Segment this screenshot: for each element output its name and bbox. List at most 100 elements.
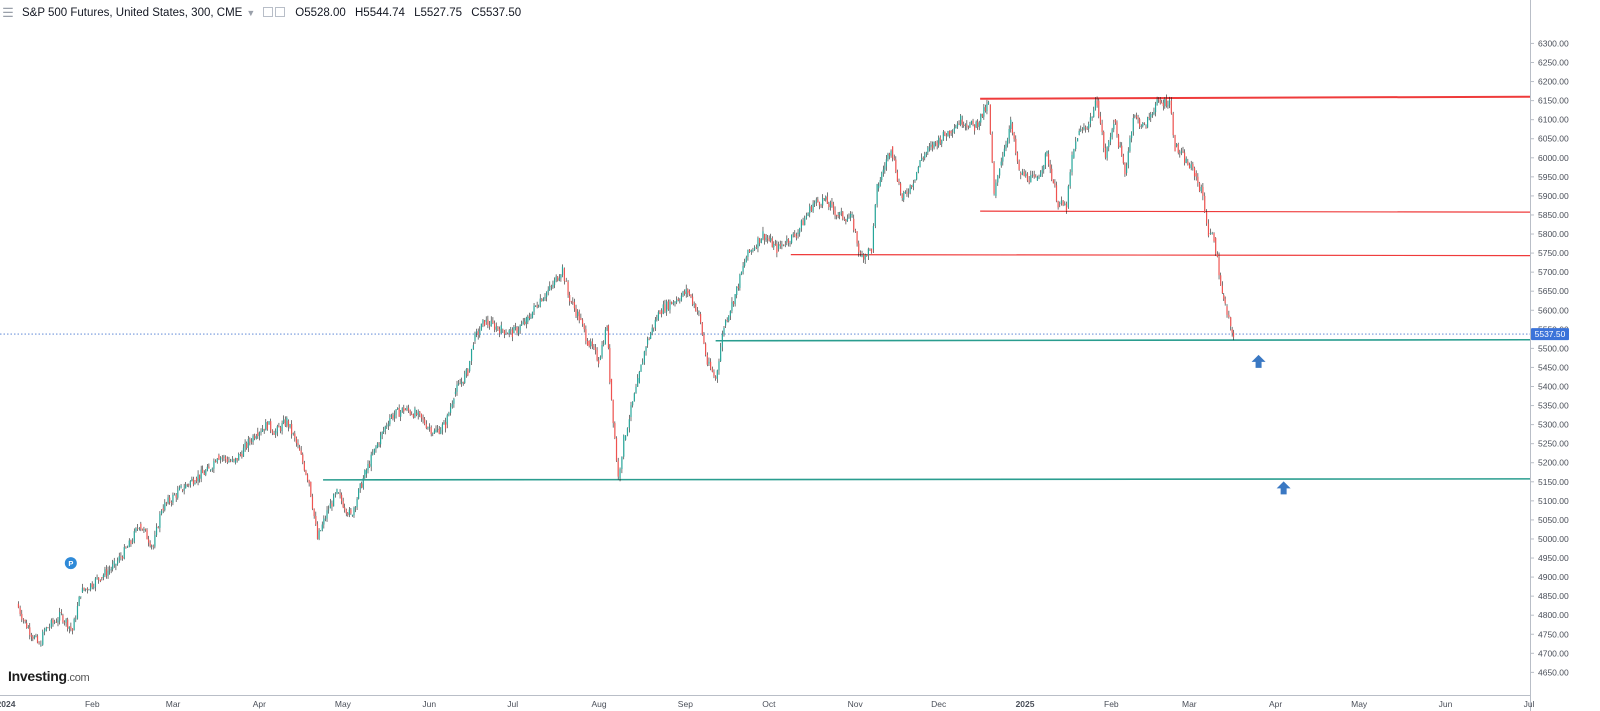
candle-body — [71, 628, 74, 631]
candle-body — [1192, 163, 1194, 168]
candle-body — [606, 327, 608, 330]
support-line[interactable] — [715, 338, 1531, 342]
candle-body — [728, 315, 730, 321]
candle-body — [126, 547, 129, 548]
x-tick-label: Jun — [422, 699, 436, 709]
candle-body — [1151, 114, 1153, 115]
candle-body — [36, 635, 39, 643]
candle-body — [50, 619, 52, 627]
candle-body — [197, 474, 199, 482]
candle-body — [1131, 131, 1133, 139]
candle-body — [578, 311, 580, 321]
candle-body — [1093, 109, 1095, 118]
candle-body — [1035, 176, 1037, 178]
candle-body — [118, 556, 120, 561]
symbol-title[interactable]: S&P 500 Futures, United States, 300, CME — [22, 7, 243, 19]
candle-body — [398, 408, 400, 417]
candle-body — [826, 196, 828, 204]
candle-body — [102, 575, 105, 578]
candle-body — [607, 325, 610, 349]
candle-body — [223, 456, 225, 458]
candle-body — [93, 587, 95, 588]
candle-body — [1179, 152, 1181, 154]
candle-body — [593, 346, 595, 348]
candle-body — [809, 206, 811, 214]
candle-body — [1065, 203, 1068, 211]
candle-body — [800, 220, 802, 229]
candle-body — [739, 274, 741, 288]
candle-body — [350, 509, 352, 514]
candle-body — [989, 104, 991, 134]
candle-body — [724, 320, 727, 326]
candle-body — [311, 496, 314, 509]
candle-body — [752, 249, 754, 251]
candle-body — [356, 498, 358, 508]
candle-body — [500, 325, 502, 334]
candle-body — [234, 458, 237, 463]
candle-body — [912, 183, 914, 188]
candle-body — [919, 160, 921, 167]
candle-body — [249, 439, 251, 442]
candle-body — [281, 423, 283, 432]
settings-icon[interactable] — [275, 6, 286, 17]
candle-body — [1220, 275, 1222, 286]
candle-body — [1111, 129, 1113, 138]
candle-body — [573, 302, 576, 309]
menu-icon[interactable]: ☰ — [2, 5, 14, 20]
candle-body — [125, 547, 127, 548]
candle-body — [292, 433, 294, 435]
candle-body — [432, 433, 434, 434]
candle-body — [99, 579, 101, 582]
event-marker-icon[interactable] — [64, 557, 77, 570]
candle-body — [893, 157, 895, 160]
candle-body — [427, 427, 429, 429]
candle-body — [759, 238, 761, 243]
candle-body — [924, 154, 926, 159]
candle-body — [895, 159, 897, 173]
candle-body — [70, 626, 72, 629]
candle-body — [757, 238, 759, 249]
price-axis-panel[interactable] — [1530, 0, 1600, 711]
y-tick-label: 4750.00 — [1538, 629, 1569, 639]
candle-body — [444, 421, 447, 429]
visibility-toggle-icons[interactable] — [263, 6, 287, 20]
candle-body — [440, 430, 442, 434]
candle-body — [931, 144, 934, 148]
candle-body — [903, 192, 905, 200]
resistance-line[interactable] — [980, 95, 1531, 100]
candle-body — [1031, 174, 1034, 176]
candle-body — [1088, 124, 1090, 129]
y-tick-label: 4850.00 — [1538, 591, 1569, 601]
candle-body — [411, 414, 413, 415]
candle-body — [35, 635, 37, 637]
candle-body — [1177, 144, 1179, 153]
candle-body — [425, 424, 427, 429]
candle-body — [128, 540, 130, 548]
candle-body — [528, 316, 531, 318]
candle-body — [165, 502, 168, 504]
candle-body — [575, 308, 577, 317]
candle-body — [538, 306, 540, 308]
candle-body — [617, 460, 619, 477]
candle-body — [1108, 141, 1110, 148]
candle-body — [1011, 123, 1014, 133]
candle-body — [861, 254, 863, 257]
candle-body — [376, 443, 379, 448]
candle-body — [667, 301, 669, 310]
candle-body — [230, 460, 232, 462]
support-line[interactable] — [323, 478, 1531, 481]
candle-body — [661, 310, 663, 314]
candle-body — [917, 166, 919, 172]
candle-body — [1064, 203, 1066, 206]
candle-body — [186, 484, 188, 486]
candle-body — [750, 250, 752, 252]
resistance-line[interactable] — [980, 210, 1531, 213]
chevron-down-icon[interactable]: ▼ — [246, 8, 256, 18]
resistance-line[interactable] — [790, 254, 1531, 257]
candle-body — [310, 481, 312, 497]
eye-icon[interactable] — [263, 6, 274, 17]
candle-body — [464, 373, 466, 384]
candle-body — [818, 202, 821, 206]
candle-body — [151, 545, 153, 547]
